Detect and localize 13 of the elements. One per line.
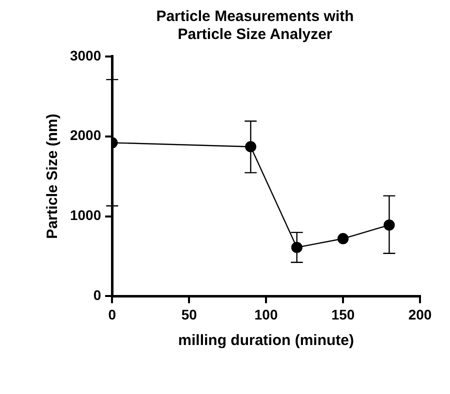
y-tick-label: 3000: [70, 47, 102, 64]
chart-title: Particle Measurements with Particle Size Analyzer: [155, 8, 355, 44]
x-axis-title: milling duration (minute): [178, 332, 354, 350]
x-tick-label: 0: [108, 306, 116, 322]
x-tick-label: 200: [408, 306, 432, 322]
y-axis-title: Particle Size (nm): [44, 114, 62, 239]
x-tick-label: 150: [331, 306, 355, 322]
y-tick-label: 0: [93, 287, 102, 304]
point: [337, 233, 349, 244]
y-tick-label: 1000: [70, 207, 102, 224]
x-tick-label: 100: [254, 306, 278, 322]
x-tick-label: 50: [181, 306, 198, 322]
y-tick-label: 2000: [70, 127, 102, 144]
